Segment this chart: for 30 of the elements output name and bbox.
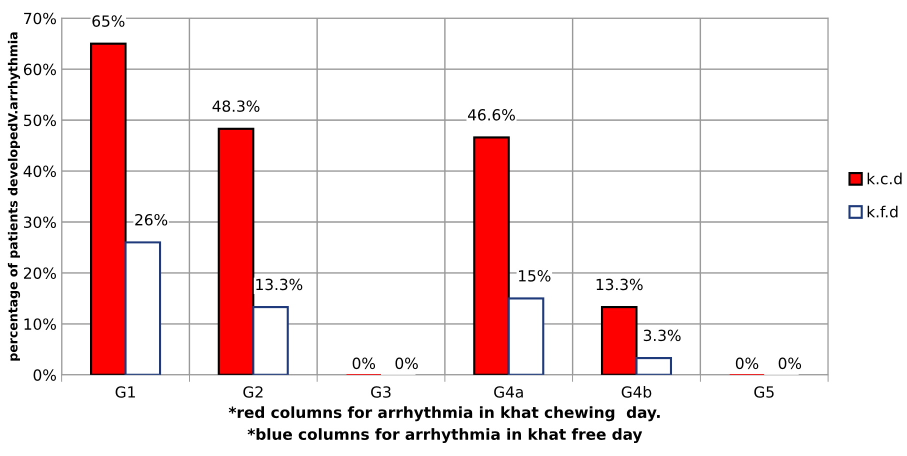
y-tick-label: 60%: [24, 64, 56, 76]
x-tick-label: G4a: [494, 386, 523, 398]
legend-label: k.c.d: [868, 172, 902, 184]
y-tick-label: 50%: [24, 114, 56, 126]
data-label: 0%: [778, 358, 802, 370]
y-tick-label: 0%: [34, 369, 56, 381]
data-label: 0%: [352, 358, 376, 370]
x-tick-label: G5: [754, 386, 774, 398]
x-tick-label: G4b: [622, 386, 652, 398]
legend-label: k.f.d: [868, 206, 898, 218]
data-label: 0%: [736, 358, 758, 370]
y-tick-label: 40%: [24, 166, 56, 178]
y-tick-label: 70%: [24, 12, 56, 24]
y-tick-label: 10%: [24, 318, 56, 330]
x-axis-title: *red columns for arrhythmia in khat chewing day. *blue columns for arrhythmia in khat free day: [228, 406, 660, 444]
data-label: 46.6%: [468, 109, 515, 121]
data-label: 48.3%: [212, 100, 260, 112]
data-label: 65%: [92, 15, 124, 27]
y-tick-label: 20%: [24, 267, 56, 279]
y-axis-title: percentage of patients developedV.arrhythmia: [8, 32, 20, 361]
x-tick-label: G1: [116, 386, 135, 398]
x-tick-label: G2: [243, 386, 263, 398]
x-tick-label: G3: [371, 386, 391, 398]
data-label: 26%: [135, 214, 168, 226]
data-label: 3.3%: [644, 330, 681, 342]
data-label: 0%: [395, 358, 418, 370]
data-label: 15%: [519, 270, 550, 282]
data-label: 13.3%: [256, 278, 302, 290]
data-label: 13.3%: [596, 278, 643, 290]
y-tick-label: 30%: [24, 216, 56, 228]
